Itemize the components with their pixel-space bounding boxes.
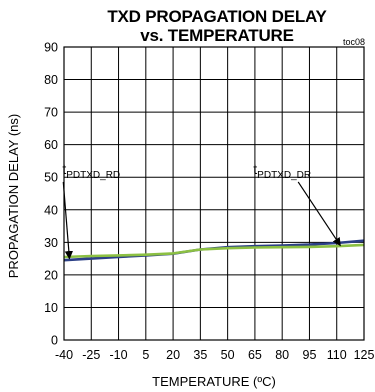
x-tick-label: 5 [142,348,149,362]
x-tick-label: 95 [303,348,317,362]
tick-labels: -40 -25 -10 5 20 35 50 65 80 95 110 125 0 10 20 30 40 50 6… [44,41,374,363]
series-line-1 [63,239,365,262]
x-tick-label: 125 [354,348,375,362]
series-label-subscript: PDTXD_DR [257,170,311,181]
series-label-2: tPDTXD_DR [253,161,311,181]
annotation-arrow-2 [297,181,341,247]
y-tick-label: 20 [44,268,58,282]
x-tick-label: -40 [55,348,73,362]
y-tick-label: 60 [44,138,58,152]
plot-frame [63,46,365,341]
x-tick-label: -10 [110,348,128,362]
chart-subtitle: vs. TEMPERATURE [140,26,294,45]
x-tick-label: 80 [275,348,289,362]
y-tick-label: 70 [44,106,58,120]
x-tick-label: 35 [193,348,207,362]
y-tick-label: 50 [44,171,58,185]
x-tick-label: 65 [248,348,262,362]
x-tick-label: 50 [221,348,235,362]
y-tick-label: 10 [44,301,58,315]
y-tick-label: 90 [44,41,58,55]
y-tick-label: 0 [51,334,58,348]
y-tick-label: 80 [44,73,58,87]
series-label-subscript: PDTXD_RD [66,170,120,181]
y-axis-label: PROPAGATION DELAY (ns) [6,114,21,278]
y-tick-label: 30 [44,236,58,250]
series-lines [63,239,365,262]
figure-id: toc08 [343,37,365,47]
chart-title: TXD PROPAGATION DELAY [107,7,327,26]
x-axis-label: TEMPERATURE (ºC) [152,374,276,389]
series-line-2 [63,243,365,259]
y-tick-label: 40 [44,203,58,217]
x-tick-label: 110 [327,348,347,362]
x-tick-label: -25 [82,348,100,362]
grid [63,46,365,341]
series-label-main: t [253,161,257,177]
x-tick-label: 20 [166,348,180,362]
